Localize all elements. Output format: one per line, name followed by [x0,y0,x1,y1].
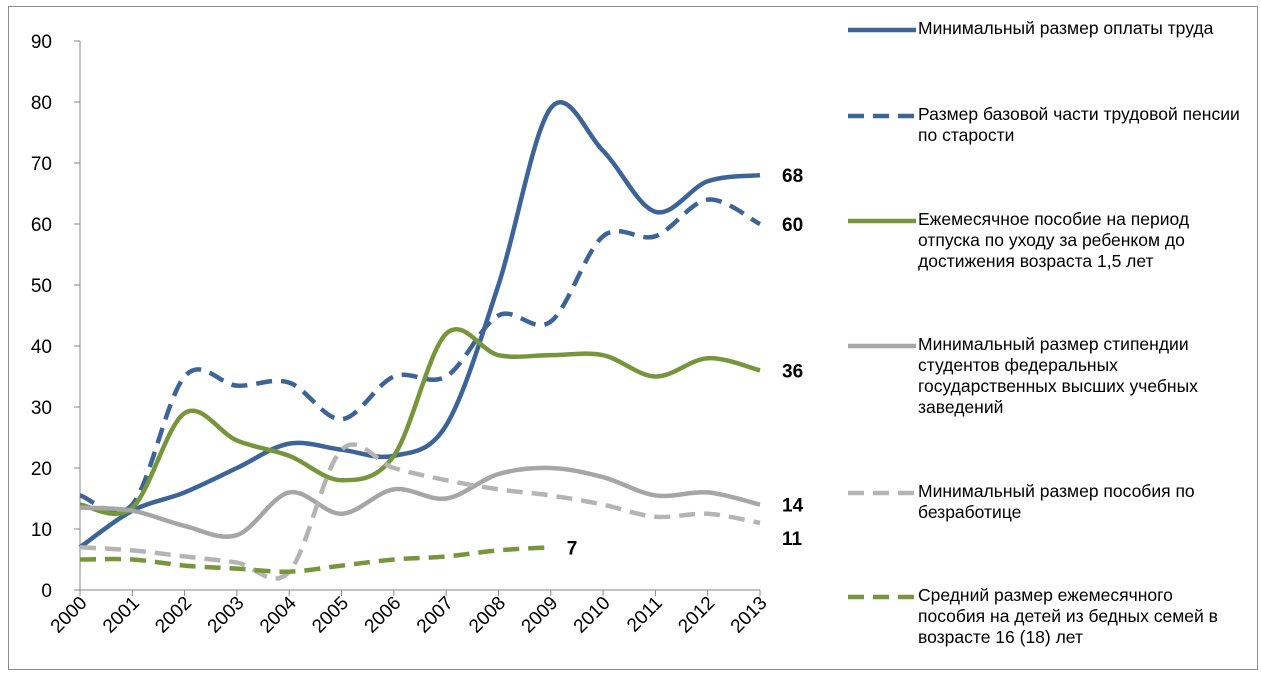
data-label: 36 [782,361,803,382]
legend-label: Ежемесячное пособие на период отпуска по… [918,208,1190,271]
legend-item: Минимальный размер пособия по безработиц… [846,481,1251,523]
legend-swatch [848,27,916,33]
y-tick-label: 10 [31,520,52,541]
x-tick-label: 2013 [727,593,772,638]
data-label: 7 [567,538,578,559]
legend-label: Минимальный размер стипендии студентов ф… [918,334,1198,418]
y-tick-label: 20 [31,459,52,480]
y-tick-label: 80 [31,93,52,114]
series-line [78,100,761,550]
series-line [79,545,551,575]
series-line [79,442,761,581]
series-line [79,327,761,516]
x-tick-label: 2010 [570,593,615,638]
y-tick-label: 70 [31,154,52,175]
legend-swatch [848,490,916,495]
series-line [79,197,762,514]
legend-label: Средний размер ежемесячного пособия на д… [918,584,1218,647]
legend-item: Ежемесячное пособие на период отпуска по… [846,209,1251,272]
legend: Минимальный размер оплаты труда Размер ба… [846,18,1251,648]
legend-item: Минимальный размер стипендии студентов ф… [846,334,1251,418]
data-label: 14 [782,496,804,517]
legend-item: Минимальный размер оплаты труда [846,18,1251,42]
data-label: 68 [782,166,803,187]
legend-swatch [848,114,916,119]
legend-item: Размер базовой части трудовой пенсии по … [846,104,1251,146]
legend-label: Минимальный размер оплаты труда [918,18,1214,38]
x-tick-label: 2004 [256,592,301,637]
legend-item: Средний размер ежемесячного пособия на д… [846,585,1251,648]
x-tick-label: 2006 [361,593,406,638]
y-tick-label: 60 [31,215,52,236]
data-label: 60 [782,215,803,236]
legend-label: Минимальный размер пособия по безработиц… [918,480,1195,522]
series-line [79,465,761,539]
x-tick-label: 2012 [674,593,719,638]
y-tick-label: 90 [31,32,52,53]
legend-swatch [848,218,916,224]
legend-label: Размер базовой части трудовой пенсии по … [918,104,1240,146]
x-tick-label: 2007 [413,593,458,638]
x-tick-label: 2008 [465,593,510,638]
x-tick-label: 2003 [204,593,249,638]
legend-swatch [848,343,916,349]
legend-swatch [848,594,916,600]
data-label: 11 [782,529,803,550]
x-tick-label: 2005 [308,593,353,638]
x-tick-label: 2011 [623,593,667,637]
y-tick-label: 40 [31,337,52,358]
y-tick-label: 50 [31,276,52,297]
x-tick-label: 2000 [47,593,92,638]
frame [8,6,1258,670]
y-tick-label: 30 [31,398,52,419]
x-tick-label: 2009 [518,593,563,638]
x-tick-label: 2002 [151,593,196,638]
x-tick-label: 2001 [99,593,144,638]
y-tick-label: 0 [41,581,52,602]
